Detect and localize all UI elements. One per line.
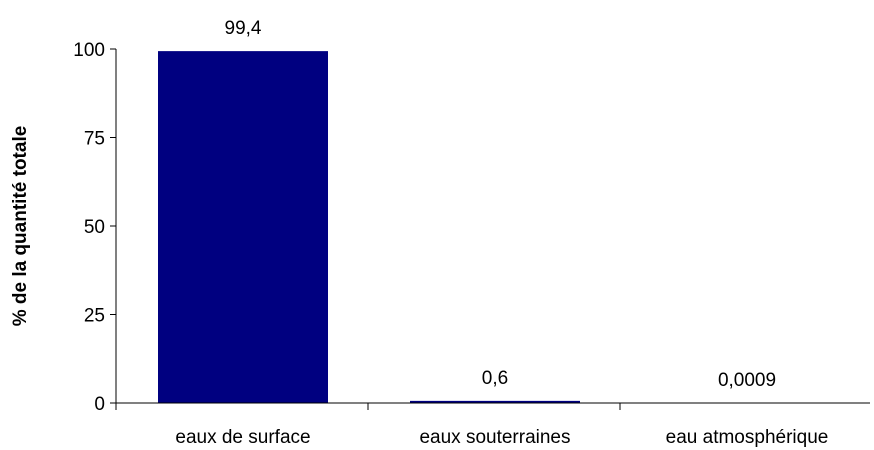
y-axis-title: % de la quantité totale	[10, 126, 31, 327]
y-tick-label: 0	[94, 394, 105, 415]
x-axis-ticks: eaux de surface eaux souterraines eau atmo…	[115, 403, 829, 448]
category-label-1: eaux de surface	[175, 427, 310, 448]
y-tick-label: 75	[84, 129, 105, 150]
data-label-2: 0,6	[482, 368, 508, 389]
bars	[158, 51, 832, 404]
y-tick-label: 25	[84, 306, 105, 327]
y-tick-label: 100	[73, 40, 105, 61]
y-tick-label: 50	[84, 217, 105, 238]
y-axis-ticks: 0 25 50 75 100	[73, 40, 116, 415]
data-label-1: 99,4	[225, 18, 262, 39]
bar-1	[158, 51, 328, 404]
data-labels: 99,4 0,6 0,0009	[225, 18, 777, 391]
data-label-3: 0,0009	[718, 370, 776, 391]
category-label-2: eaux souterraines	[419, 427, 570, 448]
bar-2	[410, 400, 580, 403]
category-label-3: eau atmosphérique	[666, 427, 829, 448]
